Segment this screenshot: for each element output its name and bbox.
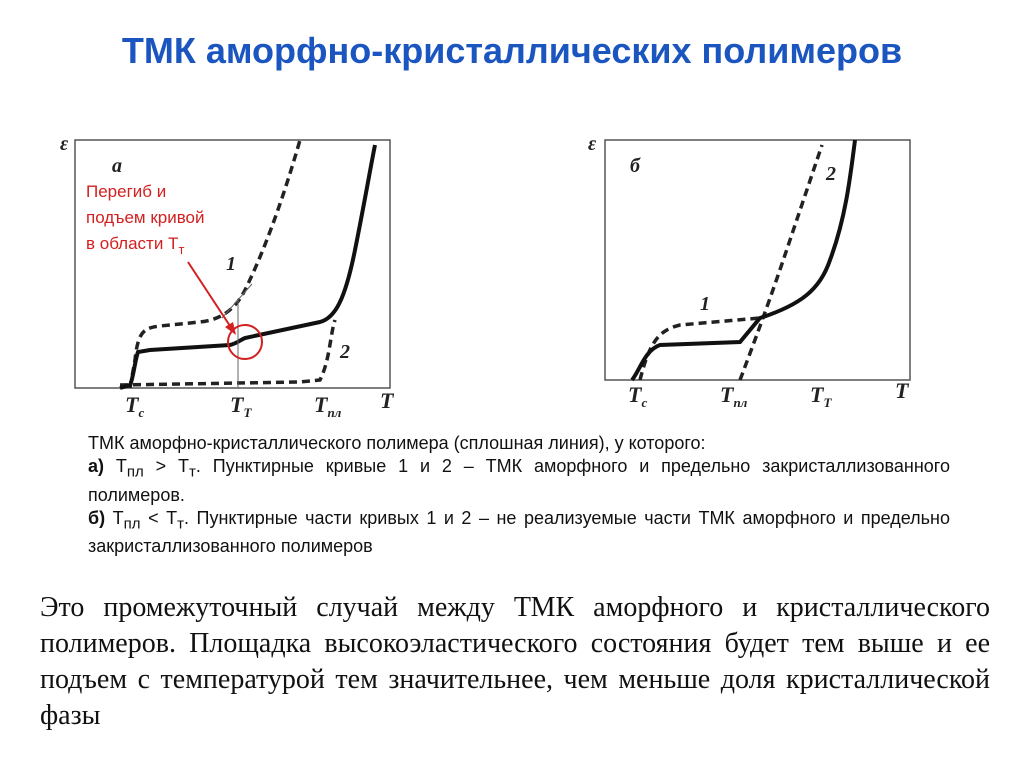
- x-label-letter: T: [628, 382, 643, 407]
- t-sub: пл: [126, 463, 144, 481]
- slide-title: ТМК аморфно-кристаллических полимеров: [121, 30, 903, 71]
- x-label: TT: [230, 392, 252, 420]
- caption-intro: ТМК аморфно-кристаллического полимера (с…: [88, 433, 706, 453]
- annotation-sub: т: [178, 242, 184, 257]
- x-label: TT: [810, 382, 832, 410]
- diagrams: Перегиб и подъем кривой в области Tт ε а…: [60, 133, 911, 420]
- item-text: . Пунктирные кривые 1 и 2 – ТМК аморфног…: [88, 456, 950, 505]
- annotation-line: Перегиб и: [86, 182, 166, 201]
- x-label-sub: T: [823, 395, 832, 410]
- panel-label: а: [112, 155, 122, 177]
- panel-label: б: [630, 155, 641, 177]
- curve-label: 2: [825, 163, 836, 185]
- curve-crystalline: [119, 319, 337, 387]
- t: T: [112, 507, 124, 528]
- y-axis-label: ε: [60, 133, 69, 155]
- y-axis-label: ε: [588, 133, 597, 155]
- arrow-head: [225, 322, 236, 335]
- x-label-letter: T: [720, 382, 735, 407]
- t-sub: т: [177, 515, 184, 533]
- t-sub: пл: [123, 515, 141, 533]
- frame: [604, 139, 911, 381]
- x-label: Tc: [628, 382, 647, 410]
- frame: [74, 139, 391, 389]
- x-label-sub: пл: [327, 405, 341, 420]
- x-label-sub: T: [243, 405, 252, 420]
- x-axis-label: T: [380, 388, 395, 413]
- t-sub: т: [189, 463, 196, 481]
- relation: >: [155, 456, 167, 476]
- caption: ТМК аморфно-кристаллического полимера (с…: [88, 432, 950, 558]
- curve-semicrystalline: [630, 139, 857, 382]
- highlight-circle: [227, 324, 263, 360]
- annotation-line: в области T: [86, 234, 178, 253]
- curve-amorphous: [128, 139, 302, 389]
- caption-item: б) Tпл < Tт. Пунктирные части кривых 1 и…: [88, 507, 950, 559]
- item-label: б): [88, 507, 106, 528]
- body-text: Это промежуточный случай между ТМК аморф…: [40, 592, 990, 731]
- curve-amorphous: [638, 316, 761, 381]
- annotation-line: подъем кривой: [86, 208, 205, 227]
- curve-label: 1: [226, 253, 236, 275]
- annotation: Перегиб и подъем кривой в области Tт: [86, 182, 209, 257]
- item-text: . Пунктирные части кривых 1 и 2 – не реа…: [88, 507, 950, 557]
- x-label-sub: c: [641, 395, 647, 410]
- x-axis-label: T: [895, 378, 910, 403]
- curve-semicrystalline: [119, 144, 377, 390]
- panel-a: Перегиб и подъем кривой в области Tт ε а…: [60, 133, 395, 420]
- t: T: [166, 507, 178, 528]
- item-label: а): [88, 456, 105, 476]
- curve-label: 1: [700, 293, 710, 315]
- x-label-letter: T: [314, 392, 329, 417]
- x-label-sub: c: [138, 405, 144, 420]
- t: T: [178, 456, 190, 476]
- caption-item: а) Tпл > Tт. Пунктирные кривые 1 и 2 – Т…: [88, 455, 950, 507]
- arrow-line: [187, 261, 233, 330]
- relation: <: [148, 507, 159, 528]
- x-label: Tпл: [720, 382, 748, 410]
- curve-crystalline: [738, 144, 824, 381]
- x-label-letter: T: [230, 392, 245, 417]
- tangent-line: [221, 283, 253, 319]
- x-label: Tпл: [314, 392, 342, 420]
- curve-label: 2: [339, 341, 350, 363]
- x-label: Tc: [125, 392, 144, 420]
- x-label-letter: T: [810, 382, 825, 407]
- t: T: [115, 456, 127, 476]
- x-label-sub: пл: [733, 395, 747, 410]
- x-label-letter: T: [125, 392, 140, 417]
- panel-b: ε б 1 2 Tc Tпл TT T: [588, 133, 911, 410]
